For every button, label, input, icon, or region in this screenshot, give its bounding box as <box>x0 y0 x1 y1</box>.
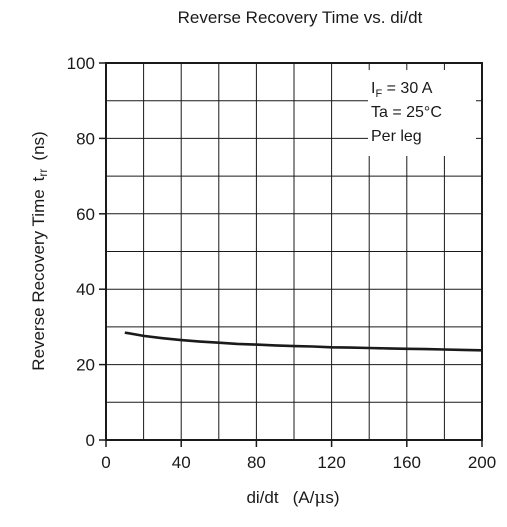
x-tick-label: 200 <box>468 453 496 472</box>
y-tick-label: 80 <box>76 129 95 148</box>
annotation-line-1: IF = 30 A <box>371 80 433 100</box>
x-tick-label: 80 <box>247 453 266 472</box>
grid <box>106 63 482 440</box>
y-tick-label: 20 <box>76 356 95 375</box>
annotation: IF = 30 A Ta = 25°C Per leg <box>371 80 442 145</box>
chart-title: Reverse Recovery Time vs. di/dt <box>178 8 423 27</box>
x-tick-label: 160 <box>393 453 421 472</box>
annotation-line-3: Per leg <box>371 128 422 145</box>
x-axis: 0 40 80 120 160 200 <box>101 440 496 472</box>
y-tick-label: 60 <box>76 205 95 224</box>
series-line <box>124 331 483 352</box>
x-tick-label: 40 <box>172 453 191 472</box>
x-axis-label: di/dt (A/μs) <box>246 488 339 508</box>
x-tick-label: 120 <box>317 453 345 472</box>
y-axis-label: Reverse Recovery Timetrr(ns) <box>29 131 50 370</box>
annotation-background <box>368 70 476 156</box>
x-tick-label: 0 <box>101 453 110 472</box>
annotation-line-2: Ta = 25°C <box>371 104 442 121</box>
y-tick-label: 0 <box>86 431 95 450</box>
y-tick-label: 100 <box>67 54 95 73</box>
y-tick-label: 40 <box>76 280 95 299</box>
y-axis: 0 20 40 60 80 100 <box>67 54 106 450</box>
plot-frame <box>105 62 483 441</box>
